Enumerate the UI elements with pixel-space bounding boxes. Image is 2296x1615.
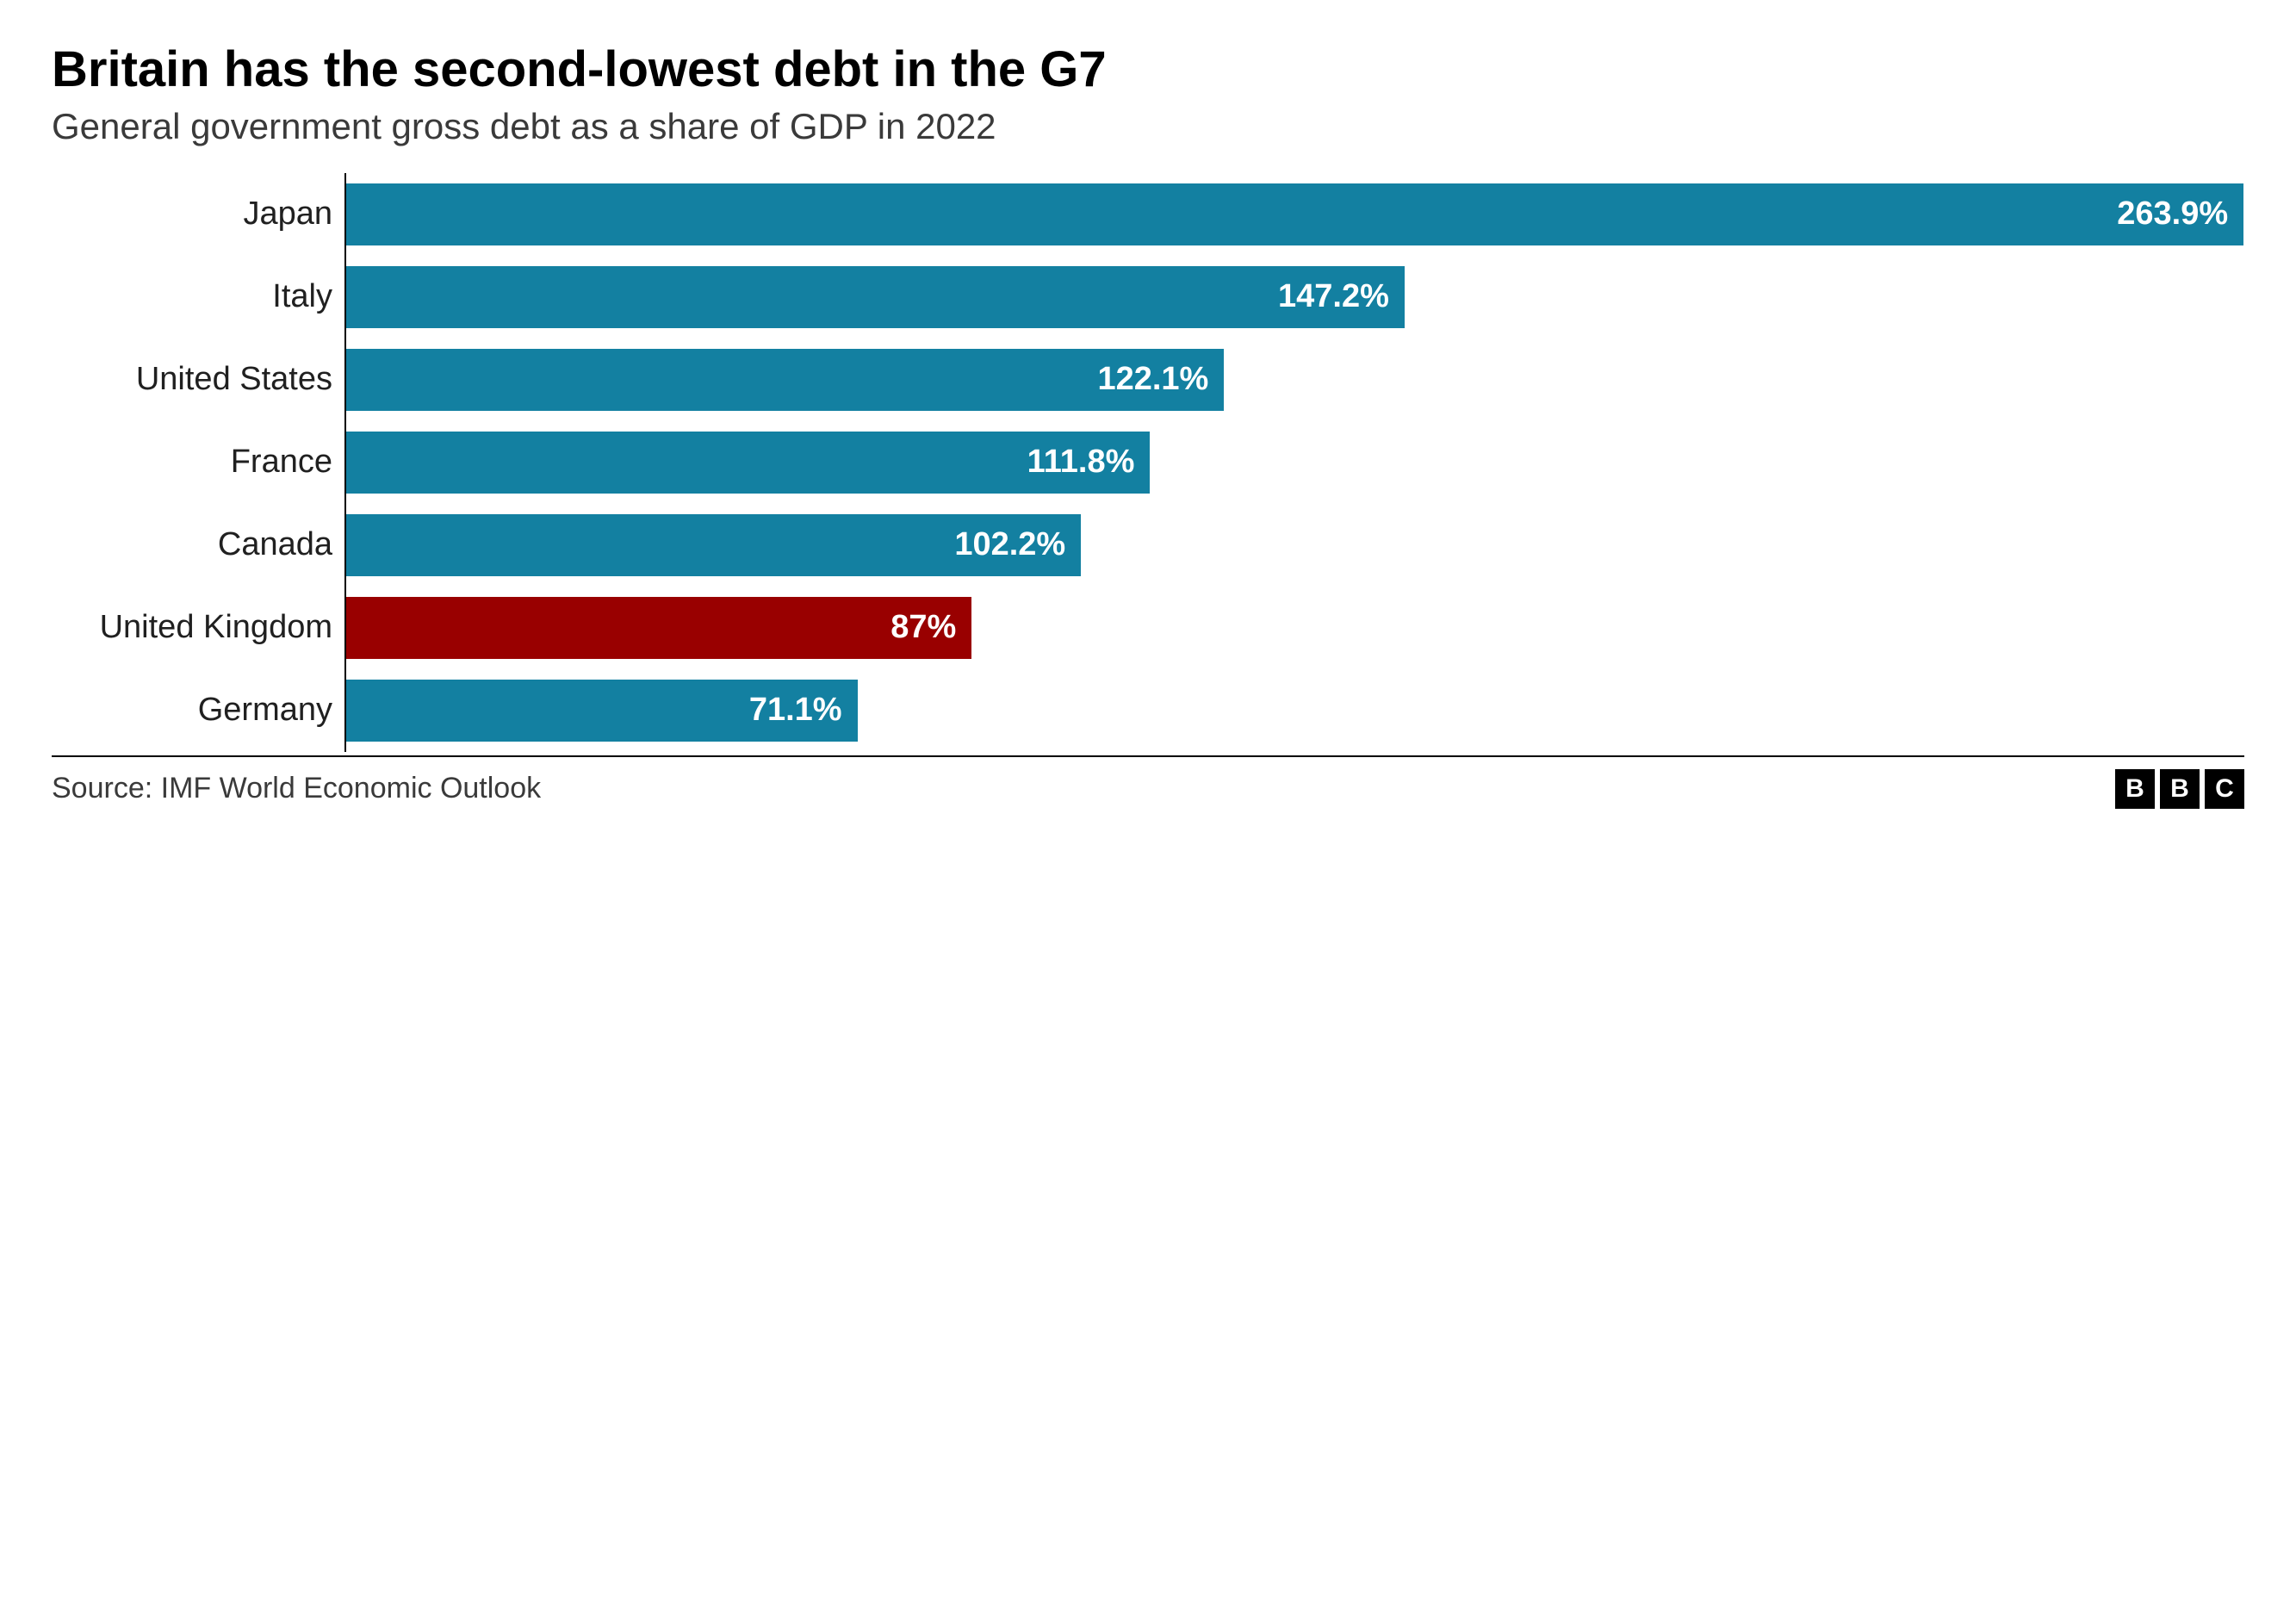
bar-row: Canada 102.2% [52, 504, 2244, 587]
category-label: Japan [52, 173, 344, 256]
bar-row: United States 122.1% [52, 339, 2244, 421]
bar-value-label: 87% [890, 609, 956, 646]
bar-value-label: 122.1% [1097, 361, 1208, 398]
bar-row: United Kingdom 87% [52, 587, 2244, 669]
bar-value-label: 111.8% [1027, 444, 1135, 481]
chart-footer: Source: IMF World Economic Outlook B B C [52, 757, 2244, 809]
category-label: United States [52, 339, 344, 421]
bar: 102.2% [346, 514, 1081, 576]
bbc-logo-box-2: B [2160, 769, 2200, 809]
bar-value-label: 263.9% [2117, 196, 2228, 233]
category-label: Italy [52, 256, 344, 339]
bar: 147.2% [346, 266, 1405, 328]
bbc-logo-box-3: C [2205, 769, 2244, 809]
category-label: United Kingdom [52, 587, 344, 669]
bar-rows: Japan 263.9% Italy 147.2% United States 122.1… [52, 173, 2244, 752]
bar-track: 102.2% [344, 504, 2244, 587]
bar: 263.9% [346, 183, 2243, 245]
bar-value-label: 147.2% [1278, 278, 1389, 315]
bar-value-label: 71.1% [749, 692, 842, 729]
chart-subtitle: General government gross debt as a share… [52, 106, 2244, 147]
bar: 122.1% [346, 349, 1224, 411]
bar: 87% [346, 597, 971, 659]
bar-track: 122.1% [344, 339, 2244, 421]
bar-row: Japan 263.9% [52, 173, 2244, 256]
bar-row: France 111.8% [52, 421, 2244, 504]
category-label: France [52, 421, 344, 504]
bar-row: Germany 71.1% [52, 669, 2244, 752]
chart-container: Britain has the second-lowest debt in th… [52, 41, 2244, 809]
bar-track: 263.9% [344, 173, 2244, 256]
bar-track: 147.2% [344, 256, 2244, 339]
bar-track: 111.8% [344, 421, 2244, 504]
chart-title: Britain has the second-lowest debt in th… [52, 41, 2244, 99]
bar: 111.8% [346, 432, 1150, 494]
bbc-logo: B B C [2115, 769, 2244, 809]
bar-value-label: 102.2% [954, 526, 1065, 563]
category-label: Canada [52, 504, 344, 587]
bar-track: 87% [344, 587, 2244, 669]
bbc-logo-box-1: B [2115, 769, 2155, 809]
bar: 71.1% [346, 680, 858, 742]
bar-track: 71.1% [344, 669, 2244, 752]
category-label: Germany [52, 669, 344, 752]
source-text: Source: IMF World Economic Outlook [52, 772, 541, 805]
bar-row: Italy 147.2% [52, 256, 2244, 339]
